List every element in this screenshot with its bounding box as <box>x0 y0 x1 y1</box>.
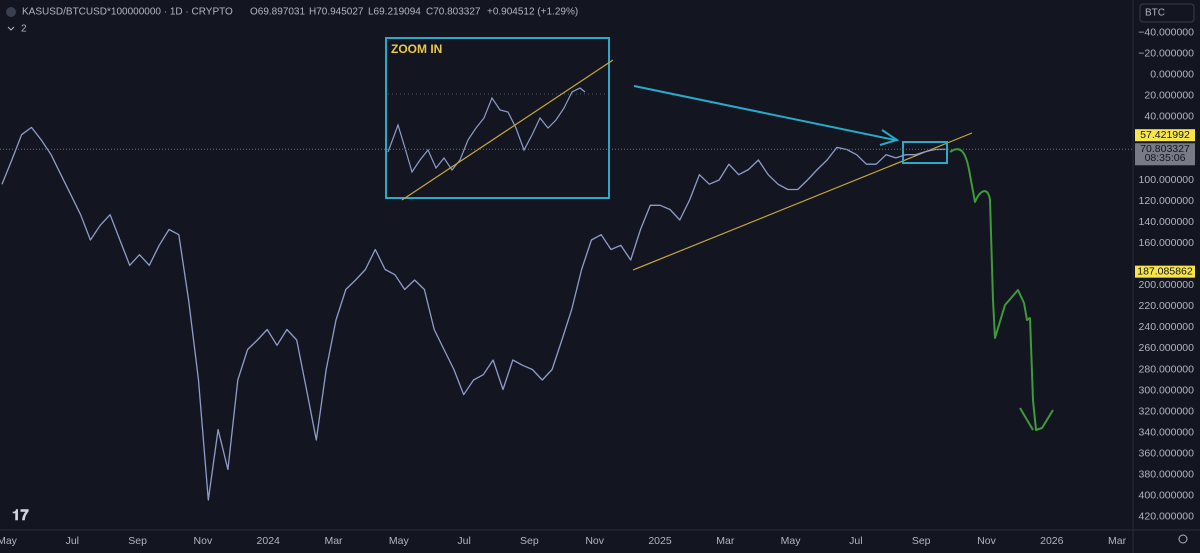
y-tick-label: 320.000000 <box>1139 405 1195 417</box>
x-tick-label: Nov <box>977 535 996 547</box>
zoom-candles <box>387 87 586 174</box>
x-tick-label: Mar <box>716 535 735 547</box>
x-tick-label: 2025 <box>648 535 672 547</box>
price-change: +0.904512 (+1.29%) <box>487 7 578 18</box>
x-tick-label: Nov <box>585 535 604 547</box>
x-tick-label: May <box>389 535 410 547</box>
y-tick-label: 360.000000 <box>1139 447 1195 459</box>
currency-box[interactable] <box>1139 3 1195 23</box>
indicator-toggle[interactable] <box>7 26 15 31</box>
y-tick-label: 380.000000 <box>1139 469 1195 481</box>
x-tick-label: Jul <box>849 535 862 547</box>
y-tick-label: 400.000000 <box>1139 490 1195 502</box>
indicator-count[interactable]: 2 <box>21 24 27 35</box>
y-tick-label: 0.000000 <box>1150 69 1194 81</box>
ohlc-high: H70.945027 <box>309 7 364 18</box>
y-tick-label: 420.000000 <box>1139 511 1195 523</box>
x-tick-label: 2026 <box>1040 535 1064 547</box>
price-label-bg <box>1135 129 1195 142</box>
ohlc-open: O69.897031 <box>250 7 305 18</box>
price-label-bg <box>1135 143 1195 166</box>
y-tick-label: −20.000000 <box>1138 47 1194 59</box>
y-tick-label: 160.000000 <box>1139 237 1195 249</box>
zoom-box <box>385 37 610 199</box>
price-label: 187.085862 <box>1137 265 1193 277</box>
symbol-title: KASUSD/BTCUSD*100000000 · 1D · CRYPTO <box>22 7 233 18</box>
y-tick-label: 340.000000 <box>1139 426 1195 438</box>
x-tick-label: Mar <box>1108 535 1127 547</box>
y-tick-label: 200.000000 <box>1139 279 1195 291</box>
x-tick-label: Nov <box>194 535 213 547</box>
y-tick-label: 20.000000 <box>1144 90 1194 102</box>
x-tick-label: Jul <box>457 535 470 547</box>
price-label: 70.803327 <box>1140 143 1190 155</box>
arrow <box>633 85 896 141</box>
price-label: 57.421992 <box>1140 129 1190 141</box>
y-tick-label: 100.000000 <box>1139 174 1195 186</box>
zoom-source-box <box>902 141 948 164</box>
ohlc-low: L69.219094 <box>368 7 421 18</box>
currency[interactable]: BTC <box>1145 8 1165 19</box>
settings[interactable] <box>1178 534 1188 544</box>
x-tick-label: Sep <box>128 535 147 547</box>
zoom-trendline <box>401 59 614 201</box>
x-tick-label: 2024 <box>257 535 281 547</box>
drawings: ZOOM IN <box>385 37 1054 431</box>
y-tick-label: −40.000000 <box>1138 26 1194 38</box>
x-tick-label: May <box>781 535 802 547</box>
price-line <box>1 126 946 501</box>
zoom-label: ZOOM IN <box>391 42 442 56</box>
x-tick-label: Sep <box>520 535 539 547</box>
countdown: 08:35:06 <box>1145 152 1186 164</box>
y-tick-label: 140.000000 <box>1139 216 1195 228</box>
y-tick-label: 240.000000 <box>1139 321 1195 333</box>
y-tick-label: 120.000000 <box>1139 195 1195 207</box>
ohlc-close: C70.803327 <box>426 7 481 18</box>
y-tick-label: 300.000000 <box>1139 384 1195 396</box>
arrow-head <box>879 129 900 146</box>
price-label-bg <box>1135 265 1195 278</box>
x-tick-label: Jul <box>66 535 79 547</box>
x-tick-label: May <box>0 535 18 547</box>
logo: 𝟏𝟕 <box>12 507 29 524</box>
y-tick-label: 280.000000 <box>1139 363 1195 375</box>
y-tick-label: 220.000000 <box>1139 300 1195 312</box>
y-tick-label: 260.000000 <box>1139 342 1195 354</box>
symbol-icon <box>6 7 16 17</box>
projection-scribble <box>949 148 1054 431</box>
y-tick-label: 40.000000 <box>1144 111 1194 123</box>
trendline <box>632 132 973 271</box>
x-tick-label: Sep <box>912 535 931 547</box>
x-tick-label: Mar <box>324 535 343 547</box>
